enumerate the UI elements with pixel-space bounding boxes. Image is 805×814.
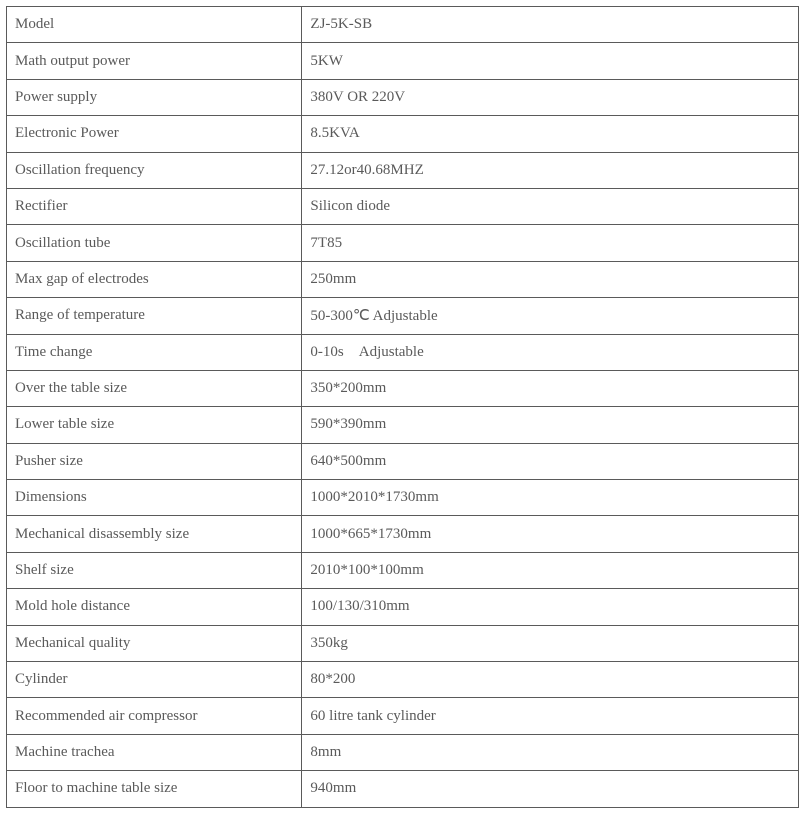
spec-label: Machine trachea [7, 734, 302, 770]
table-row: Mechanical disassembly size 1000*665*173… [7, 516, 799, 552]
spec-label: Power supply [7, 79, 302, 115]
table-row: Floor to machine table size 940mm [7, 771, 799, 807]
table-row: Machine trachea 8mm [7, 734, 799, 770]
spec-label: Dimensions [7, 480, 302, 516]
spec-label: Oscillation tube [7, 225, 302, 261]
spec-label: Mold hole distance [7, 589, 302, 625]
table-row: Math output power 5KW [7, 43, 799, 79]
spec-label: Oscillation frequency [7, 152, 302, 188]
spec-label: Range of temperature [7, 298, 302, 334]
spec-label: Mechanical disassembly size [7, 516, 302, 552]
spec-value: 80*200 [302, 662, 799, 698]
spec-label: Recommended air compressor [7, 698, 302, 734]
table-row: Range of temperature 50-300℃ Adjustable [7, 298, 799, 334]
spec-value: 50-300℃ Adjustable [302, 298, 799, 334]
spec-label: Shelf size [7, 552, 302, 588]
spec-value: 1000*2010*1730mm [302, 480, 799, 516]
spec-label: Floor to machine table size [7, 771, 302, 807]
spec-label: Math output power [7, 43, 302, 79]
spec-label: Mechanical quality [7, 625, 302, 661]
spec-label: Electronic Power [7, 116, 302, 152]
spec-value: 7T85 [302, 225, 799, 261]
table-row: Oscillation tube 7T85 [7, 225, 799, 261]
table-row: Over the table size 350*200mm [7, 370, 799, 406]
spec-value: 940mm [302, 771, 799, 807]
spec-value: 2010*100*100mm [302, 552, 799, 588]
table-row: Recommended air compressor 60 litre tank… [7, 698, 799, 734]
spec-value: 590*390mm [302, 407, 799, 443]
table-row: Model ZJ-5K-SB [7, 7, 799, 43]
spec-value: 8.5KVA [302, 116, 799, 152]
table-row: Power supply 380V OR 220V [7, 79, 799, 115]
table-row: Time change 0-10s Adjustable [7, 334, 799, 370]
table-row: Max gap of electrodes 250mm [7, 261, 799, 297]
spec-value: 250mm [302, 261, 799, 297]
spec-value: 0-10s Adjustable [302, 334, 799, 370]
spec-value: 100/130/310mm [302, 589, 799, 625]
table-row: Electronic Power 8.5KVA [7, 116, 799, 152]
spec-label: Lower table size [7, 407, 302, 443]
table-row: Rectifier Silicon diode [7, 188, 799, 224]
spec-value: 60 litre tank cylinder [302, 698, 799, 734]
table-row: Cylinder 80*200 [7, 662, 799, 698]
table-row: Dimensions 1000*2010*1730mm [7, 480, 799, 516]
spec-value: 350*200mm [302, 370, 799, 406]
spec-label: Cylinder [7, 662, 302, 698]
spec-value: 27.12or40.68MHZ [302, 152, 799, 188]
table-row: Shelf size 2010*100*100mm [7, 552, 799, 588]
spec-label: Over the table size [7, 370, 302, 406]
table-row: Pusher size 640*500mm [7, 443, 799, 479]
spec-value: 8mm [302, 734, 799, 770]
spec-label: Rectifier [7, 188, 302, 224]
spec-table: Model ZJ-5K-SB Math output power 5KW Pow… [6, 6, 799, 808]
table-row: Lower table size 590*390mm [7, 407, 799, 443]
spec-value: 5KW [302, 43, 799, 79]
spec-value: 640*500mm [302, 443, 799, 479]
table-row: Mechanical quality 350kg [7, 625, 799, 661]
spec-label: Pusher size [7, 443, 302, 479]
spec-value: 350kg [302, 625, 799, 661]
table-row: Oscillation frequency 27.12or40.68MHZ [7, 152, 799, 188]
spec-value: 1000*665*1730mm [302, 516, 799, 552]
spec-label: Max gap of electrodes [7, 261, 302, 297]
spec-value: 380V OR 220V [302, 79, 799, 115]
table-row: Mold hole distance 100/130/310mm [7, 589, 799, 625]
spec-value: Silicon diode [302, 188, 799, 224]
spec-table-body: Model ZJ-5K-SB Math output power 5KW Pow… [7, 7, 799, 808]
spec-label: Model [7, 7, 302, 43]
spec-value: ZJ-5K-SB [302, 7, 799, 43]
spec-label: Time change [7, 334, 302, 370]
